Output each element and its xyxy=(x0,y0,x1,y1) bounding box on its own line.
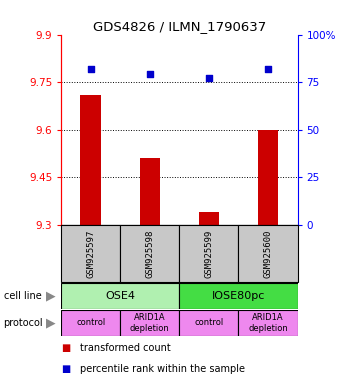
Bar xyxy=(140,158,160,225)
Bar xyxy=(198,212,219,225)
Text: IOSE80pc: IOSE80pc xyxy=(212,291,265,301)
Text: ■: ■ xyxy=(61,343,70,353)
Title: GDS4826 / ILMN_1790637: GDS4826 / ILMN_1790637 xyxy=(93,20,266,33)
Text: percentile rank within the sample: percentile rank within the sample xyxy=(80,364,245,374)
Bar xyxy=(180,283,298,309)
Text: cell line: cell line xyxy=(4,291,41,301)
Text: transformed count: transformed count xyxy=(80,343,171,353)
Bar xyxy=(61,283,180,309)
Point xyxy=(265,66,271,72)
Text: ▶: ▶ xyxy=(46,290,56,303)
Text: protocol: protocol xyxy=(4,318,43,328)
Text: GSM925600: GSM925600 xyxy=(264,230,272,278)
Bar xyxy=(120,225,179,282)
Text: ARID1A
depletion: ARID1A depletion xyxy=(248,313,288,333)
Text: GSM925598: GSM925598 xyxy=(145,230,154,278)
Bar xyxy=(238,225,298,282)
Text: GSM925599: GSM925599 xyxy=(204,230,214,278)
Text: ARID1A
depletion: ARID1A depletion xyxy=(130,313,170,333)
Point xyxy=(88,66,93,72)
Text: GSM925597: GSM925597 xyxy=(86,230,95,278)
Text: ■: ■ xyxy=(61,364,70,374)
Bar xyxy=(238,310,298,336)
Bar xyxy=(180,310,238,336)
Text: control: control xyxy=(76,318,105,328)
Point xyxy=(206,75,212,81)
Bar xyxy=(258,129,278,225)
Bar xyxy=(61,310,120,336)
Text: OSE4: OSE4 xyxy=(105,291,135,301)
Bar xyxy=(180,225,238,282)
Bar xyxy=(120,310,179,336)
Text: control: control xyxy=(194,318,224,328)
Bar xyxy=(80,95,101,225)
Text: ▶: ▶ xyxy=(46,316,56,329)
Point xyxy=(147,71,153,78)
Bar xyxy=(61,225,120,282)
